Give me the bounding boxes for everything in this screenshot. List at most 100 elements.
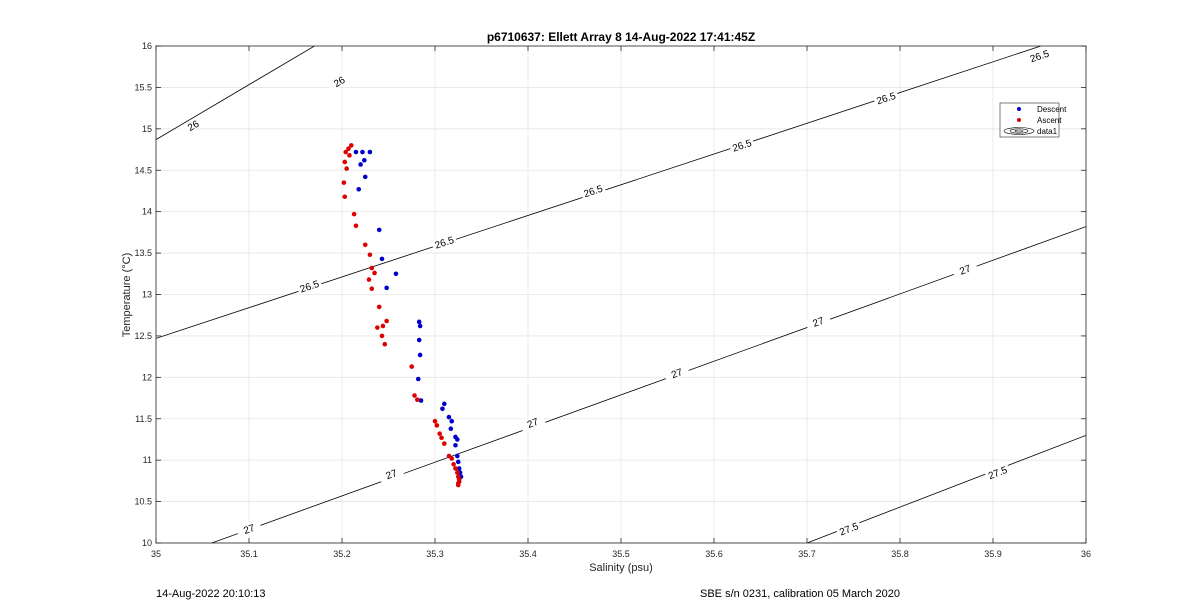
y-tick-label: 15 [142,124,152,134]
footer-timestamp: 14-Aug-2022 20:10:13 [156,588,266,600]
contour-label-bg [431,232,458,251]
ascent-point [342,194,348,200]
ascent-point [453,466,458,471]
contour-label: 26.5 [875,91,897,108]
x-axis-label: Salinity (psu) [589,562,653,574]
contour-label: 27 [958,263,973,277]
x-tick-label: 35.1 [240,549,258,559]
descent-point [417,323,423,329]
y-tick-label: 11.5 [135,414,152,424]
contour-label: 27 [385,468,400,482]
contour-group: 26 26 26.5 26.5 26.5 26.5 26.5 26.5 27 27 27 27 27 27… [156,46,1086,543]
legend-marker-descent [1017,107,1021,111]
legend-label-ascent: Ascent [1037,116,1062,125]
x-tick-label: 35.4 [519,549,537,559]
ascent-point [375,325,380,330]
contour-label: 26.5 [731,138,753,155]
ascent-point [341,180,347,185]
descent-point [449,418,455,424]
descent-point [393,271,399,277]
ascent-point [442,441,447,446]
contour-label-bg [728,135,755,154]
contour-label-bg [325,70,353,93]
contour-label-bg [296,276,323,295]
descent-point [353,149,359,155]
contour-line [156,46,316,140]
descent-point [362,158,367,163]
ascent-point [455,482,461,488]
ascent-point [351,211,357,217]
data-series [341,143,464,488]
y-tick-label: 15.5 [134,82,152,92]
ascent-point [369,286,375,292]
contour-label: 26.5 [434,235,456,252]
descent-point [417,352,423,358]
x-tick-label: 35.9 [984,549,1002,559]
contour-label-bg [835,518,862,538]
x-tick-label: 35.7 [798,549,816,559]
ascent-point [367,252,373,258]
descent-point [376,227,382,233]
descent-point [448,426,454,431]
ascent-point [437,431,442,436]
contour-label: 26.5 [582,183,604,200]
descent-point [455,453,460,459]
ascent-point [353,223,359,229]
descent-point [415,376,421,382]
contour-label-bg [377,464,405,484]
axis-ticks: 35 35.1 35.2 35.3 35.4 35.5 35.6 35.7 35.8 35.9 36… [134,41,1091,559]
descent-point [384,285,389,291]
ascent-point [372,270,377,276]
contour-label-bg [179,114,207,136]
ascent-point [449,456,455,461]
x-tick-label: 35 [151,549,161,559]
chart-title: p6710637: Ellett Array 8 14-Aug-2022 17:… [487,30,755,44]
contour-label-bg [984,462,1011,482]
ascent-point [343,149,349,155]
descent-point [416,337,422,343]
y-axis-label: Temperature (°C) [121,253,133,337]
ascent-point [380,323,386,329]
y-tick-label: 16 [142,41,152,51]
ascent-point [366,277,372,282]
descent-point [456,466,462,471]
grid-lines [155,45,1087,544]
ascent-point [362,242,368,248]
ascent-point [432,418,438,424]
descent-point [379,256,385,262]
ascent-point [451,462,456,467]
contour-label-bg [663,363,690,382]
x-tick-label: 36 [1081,549,1091,559]
y-tick-label: 14 [142,207,152,217]
legend-label-descent: Descent [1037,105,1067,114]
contour-label: 26.5 [299,279,321,296]
contour-label-bg [235,519,262,538]
descent-point [418,398,424,403]
descent-point [362,174,368,180]
legend-marker-ascent [1017,118,1021,122]
ascent-point [346,146,351,152]
ascent-point [347,153,352,158]
contour-label-bg [579,181,607,200]
x-tick-label: 35.5 [612,549,630,559]
descent-point [356,187,362,192]
y-tick-label: 13 [142,290,152,300]
footer-calibration: SBE s/n 0231, calibration 05 March 2020 [700,588,900,600]
ascent-point [455,470,460,475]
descent-point [440,406,445,412]
y-tick-label: 12.5 [134,331,152,341]
contour-label: 26.5 [1029,48,1051,65]
ascent-point [415,397,420,402]
contour-label: 27 [811,316,826,330]
contour-label-bg [804,312,832,331]
ascent-point [376,304,382,310]
contour-label: 27 [242,523,257,537]
contour-line [211,226,1086,543]
descent-point [360,149,365,155]
density-contours: 26 26 26.5 26.5 26.5 26.5 26.5 26.5 27 27 27 27 27 27… [156,46,1086,543]
x-tick-label: 35.6 [705,549,723,559]
descent-point [453,442,458,448]
descent-point [455,459,461,465]
contour-label: 26 [332,75,348,90]
